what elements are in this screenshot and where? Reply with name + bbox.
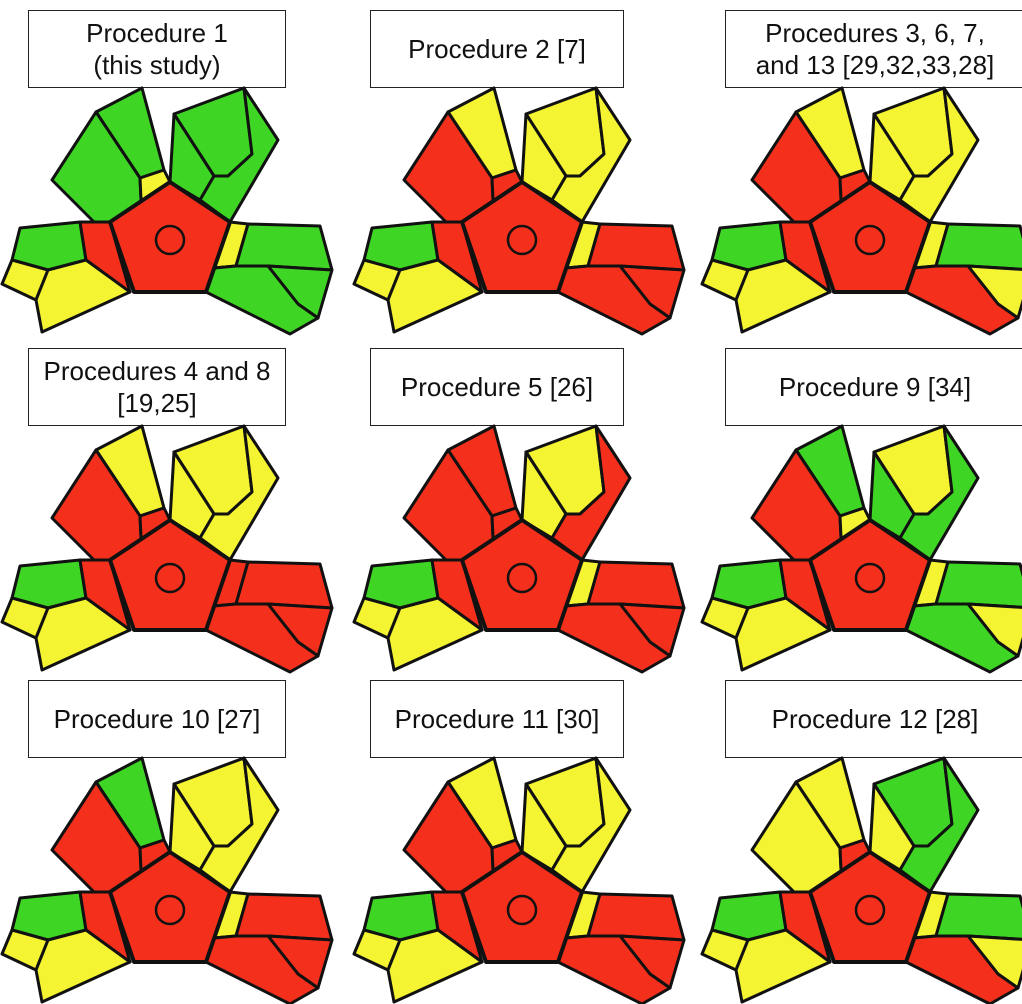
region-br-d (904, 264, 1020, 336)
region-br-d (904, 934, 1020, 1004)
region-br-d (556, 264, 672, 336)
procedure-label-line: [19,25] (117, 388, 197, 418)
region-bl-d (386, 596, 484, 672)
pentagon-cluster-diagram (352, 424, 686, 674)
center-circle-marker (854, 894, 886, 926)
region-br-d (204, 602, 320, 674)
procedure-label-line: Procedures 3, 6, 7, (765, 18, 985, 48)
procedure-label-box: Procedure 12 [28] (725, 680, 1022, 758)
procedure-label-box: Procedure 10 [27] (28, 680, 286, 758)
procedure-label-box: Procedure 2 [7] (370, 10, 624, 88)
procedure-label-line: Procedure 10 [27] (53, 704, 261, 734)
procedure-panel: Procedure 5 [26] (352, 338, 692, 674)
procedure-label-line: (this study) (93, 50, 221, 80)
center-circle-marker (154, 224, 186, 256)
center-circle-marker (154, 562, 186, 594)
region-right-c (550, 756, 632, 894)
region-right-c (898, 86, 980, 224)
procedure-label-line: Procedure 2 [7] (408, 34, 586, 64)
region-br-d (556, 934, 672, 1004)
center-circle-marker (506, 562, 538, 594)
center-pentagon (808, 518, 932, 632)
procedure-label-line: Procedure 1 (86, 18, 228, 48)
region-br-b (934, 560, 1022, 609)
center-circle-marker (854, 224, 886, 256)
procedure-label-line: Procedure 12 [28] (771, 704, 979, 734)
procedure-label-line: Procedure 9 [34] (778, 372, 972, 402)
region-br-b (234, 560, 334, 610)
region-bl-d (734, 596, 832, 672)
procedure-panel: Procedure 1 (this study) (0, 0, 340, 336)
region-right-c (898, 756, 980, 894)
procedure-label-box: Procedure 9 [34] (725, 348, 1022, 426)
procedure-panel: Procedure 9 [34] (700, 338, 1022, 674)
procedure-panel: Procedure 10 [27] (0, 670, 340, 1004)
region-br-d (904, 602, 1020, 674)
center-pentagon (460, 180, 584, 294)
center-pentagon (808, 850, 932, 964)
center-circle-marker (154, 894, 186, 926)
procedure-label-box: Procedures 4 and 8 [19,25] (28, 348, 286, 426)
center-pentagon (460, 518, 584, 632)
center-pentagon (108, 180, 232, 294)
procedure-label-box: Procedure 11 [30] (370, 680, 624, 758)
procedure-label-box: Procedure 5 [26] (370, 348, 624, 426)
region-br-d (204, 934, 320, 1004)
region-right-c (198, 424, 280, 562)
pentagon-cluster-diagram (700, 86, 1022, 336)
procedure-panel: Procedures 3, 6, 7, and 13 [29,32,33,28] (700, 0, 1022, 336)
center-circle-marker (854, 562, 886, 594)
region-bl-d (734, 258, 832, 334)
region-br-b (586, 892, 686, 942)
region-bl-d (386, 258, 484, 334)
pentagon-cluster-diagram (0, 424, 334, 674)
region-bl-d (734, 928, 832, 1004)
center-circle-marker (506, 224, 538, 256)
center-pentagon (460, 850, 584, 964)
pentagon-cluster-diagram (352, 86, 686, 336)
region-bl-d (34, 258, 132, 334)
procedure-label-line: Procedure 11 [30] (394, 704, 600, 734)
procedure-label-line: and 13 [29,32,33,28] (755, 50, 995, 80)
center-pentagon (108, 518, 232, 632)
procedure-panel: Procedure 2 [7] (352, 0, 692, 336)
region-right-c (550, 424, 632, 562)
pentagon-cluster-diagram (0, 86, 334, 336)
procedure-label-line: Procedure 5 [26] (400, 372, 594, 402)
pentagon-cluster-diagram (700, 424, 1022, 674)
procedure-label-box: Procedure 1 (this study) (28, 10, 286, 88)
region-right-c (898, 424, 980, 562)
procedure-panel: Procedure 12 [28] (700, 670, 1022, 1004)
region-br-d (204, 264, 320, 336)
procedure-label-box: Procedures 3, 6, 7, and 13 [29,32,33,28] (725, 10, 1022, 88)
region-br-d (556, 602, 672, 674)
region-br-b (934, 892, 1022, 941)
pentagon-cluster-diagram (0, 756, 334, 1004)
procedure-panel: Procedures 4 and 8 [19,25] (0, 338, 340, 674)
region-br-b (234, 222, 334, 272)
region-br-b (586, 222, 686, 272)
region-br-b (934, 222, 1022, 271)
pentagon-cluster-diagram (352, 756, 686, 1004)
region-right-c (550, 86, 632, 224)
region-right-c (198, 86, 280, 224)
center-pentagon (108, 850, 232, 964)
region-br-b (234, 892, 334, 942)
procedure-panel: Procedure 11 [30] (352, 670, 692, 1004)
region-right-c (198, 756, 280, 894)
procedure-label-line: Procedures 4 and 8 (43, 356, 271, 386)
region-br-b (586, 560, 686, 610)
pentagon-cluster-diagram (700, 756, 1022, 1004)
center-pentagon (808, 180, 932, 294)
region-bl-d (386, 928, 484, 1004)
region-bl-d (34, 596, 132, 672)
region-bl-d (34, 928, 132, 1004)
center-circle-marker (506, 894, 538, 926)
